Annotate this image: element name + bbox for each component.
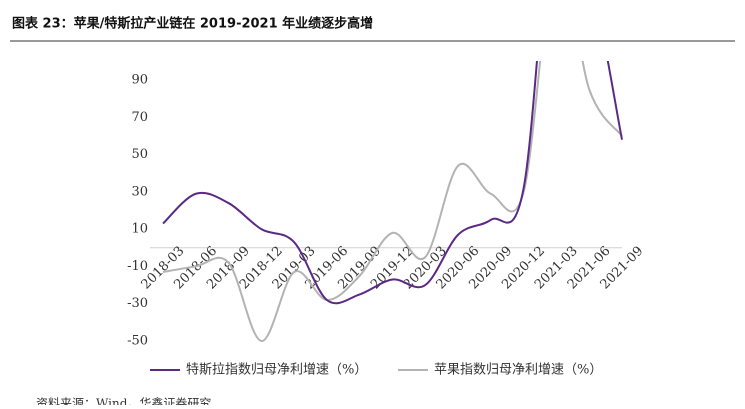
legend-label: 苹果指数归母净利增速（%） <box>434 363 602 378</box>
chart-title: 图表 23：苹果/特斯拉产业链在 2019-2021 年业绩逐步高增 <box>12 16 373 32</box>
y-tick-label: -30 <box>127 296 148 311</box>
y-tick-label: -50 <box>127 334 148 349</box>
source-note: 资料来源：Wind，华鑫证券研究 <box>36 396 211 406</box>
y-tick-label: 50 <box>131 147 148 162</box>
series-line <box>162 61 623 305</box>
plot-area <box>162 61 623 342</box>
y-tick-label: 30 <box>131 184 148 199</box>
y-tick-label: 70 <box>131 110 148 125</box>
series-line <box>162 61 623 342</box>
y-tick-label: -10 <box>127 259 148 274</box>
legend-label: 特斯拉指数归母净利增速（%） <box>186 363 367 378</box>
y-tick-label: 90 <box>131 73 148 88</box>
y-tick-label: 10 <box>131 222 148 237</box>
